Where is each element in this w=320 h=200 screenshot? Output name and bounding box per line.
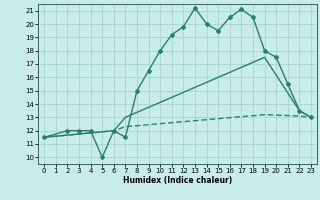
X-axis label: Humidex (Indice chaleur): Humidex (Indice chaleur) <box>123 176 232 185</box>
